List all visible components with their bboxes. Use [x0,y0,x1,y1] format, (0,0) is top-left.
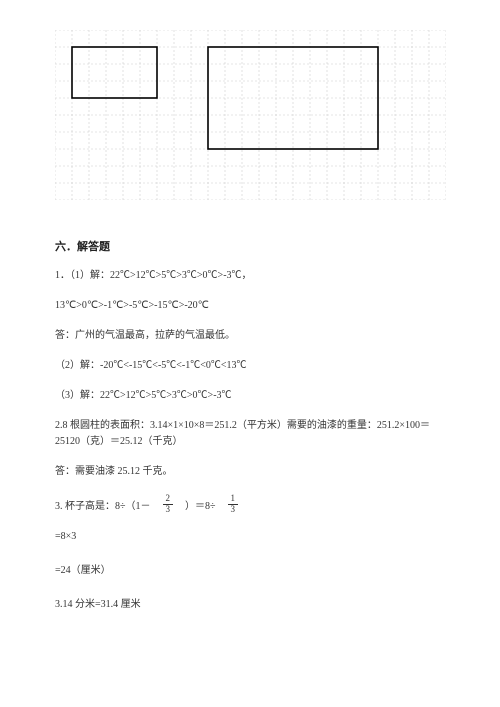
q3-line2: =8×3 [55,529,445,545]
q2-line1: 2.8 根圆柱的表面积：3.14×1×10×8＝251.2（平方米）需要的油漆的… [55,418,445,450]
frac-den: 3 [228,505,239,515]
fraction-2-3: 2 3 [163,494,174,515]
q1-line1: 1．（1）解：22℃>12℃>5℃>3℃>0℃>-3℃， [55,268,445,284]
q1-line3: 答：广州的气温最高，拉萨的气温最低。 [55,328,445,344]
q3-mid: ）＝8÷ [185,497,216,512]
q3-line1: 3. 杯子高是：8÷（1－ 2 3 ）＝8÷ 1 3 [55,494,445,515]
q2-line2: 答：需要油漆 25.12 千克。 [55,464,445,480]
q1-line5: （3）解：22℃>12℃>5℃>3℃>0℃>-3℃ [55,388,445,404]
q1-line4: （2）解：-20℃<-15℃<-5℃<-1℃<0℃<13℃ [55,358,445,374]
grid-svg [55,30,446,200]
section-title: 六．解答题 [55,238,445,254]
q3b-line: 3.14 分米=31.4 厘米 [55,597,445,613]
q1-line2: 13℃>0℃>-1℃>-5℃>-15℃>-20℃ [55,298,445,314]
q3-line3: =24（厘米） [55,563,445,579]
grid-figure [55,30,445,200]
q3-prefix: 3. 杯子高是：8÷（1－ [55,497,151,512]
fraction-1-3: 1 3 [228,494,239,515]
frac-den: 3 [163,505,174,515]
